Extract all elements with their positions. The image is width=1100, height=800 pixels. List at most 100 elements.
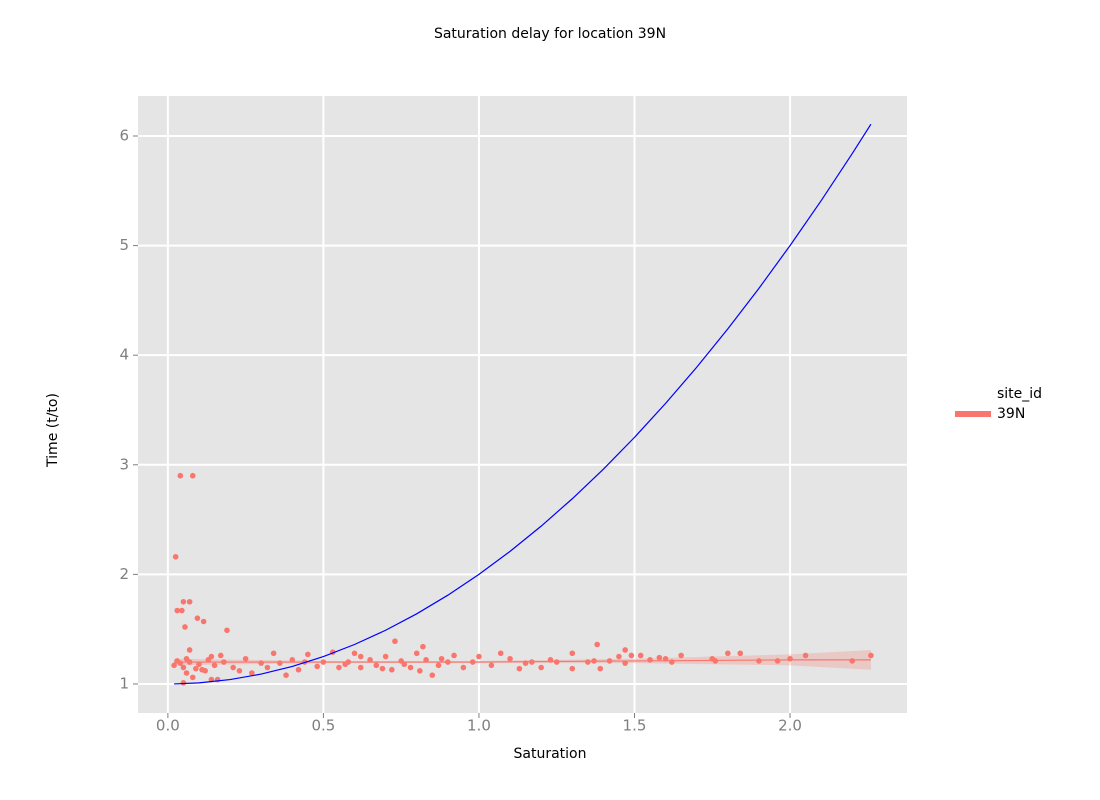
point bbox=[420, 643, 426, 650]
y-tick-label: 6 bbox=[119, 127, 129, 145]
point bbox=[314, 663, 320, 670]
point bbox=[295, 666, 302, 673]
point bbox=[622, 647, 628, 653]
point bbox=[802, 652, 809, 659]
point bbox=[367, 657, 373, 663]
point bbox=[305, 651, 311, 658]
point bbox=[242, 655, 249, 662]
smooth-line bbox=[174, 659, 871, 663]
point bbox=[597, 665, 604, 672]
point bbox=[435, 662, 442, 669]
point bbox=[357, 664, 364, 671]
point bbox=[171, 662, 177, 669]
point bbox=[177, 472, 184, 479]
point bbox=[413, 650, 420, 657]
point bbox=[264, 664, 271, 671]
point bbox=[230, 664, 236, 671]
x-tick-label: 2.0 bbox=[778, 717, 802, 735]
point bbox=[211, 662, 218, 669]
point bbox=[342, 661, 348, 668]
point bbox=[407, 664, 414, 671]
point bbox=[616, 653, 622, 660]
x-axis-label: Saturation bbox=[514, 746, 587, 762]
point bbox=[217, 652, 224, 659]
y-tick-label: 2 bbox=[119, 565, 129, 583]
curve bbox=[174, 123, 872, 685]
point bbox=[180, 664, 187, 671]
point bbox=[194, 615, 201, 622]
point bbox=[656, 654, 663, 661]
point bbox=[725, 650, 731, 657]
point bbox=[180, 598, 187, 605]
point bbox=[585, 659, 591, 665]
point bbox=[507, 655, 513, 662]
legend-title: site_id bbox=[997, 386, 1042, 402]
point bbox=[249, 670, 255, 676]
point bbox=[451, 652, 457, 659]
point bbox=[488, 662, 495, 669]
point bbox=[208, 653, 215, 660]
point bbox=[180, 680, 187, 686]
point bbox=[460, 664, 467, 671]
point bbox=[389, 666, 395, 673]
point bbox=[172, 554, 179, 560]
legend-label: 39N bbox=[997, 406, 1025, 422]
point bbox=[516, 665, 523, 672]
point bbox=[283, 672, 289, 678]
point bbox=[429, 672, 436, 678]
point bbox=[174, 607, 180, 614]
y-axis-label: Time (t/to) bbox=[45, 393, 61, 468]
point bbox=[336, 664, 342, 671]
point bbox=[189, 472, 196, 479]
point bbox=[199, 666, 205, 673]
x-tick-label: 0.0 bbox=[156, 717, 180, 735]
point bbox=[183, 655, 190, 662]
point bbox=[637, 652, 644, 659]
y-tick-label: 5 bbox=[119, 236, 129, 254]
point bbox=[594, 641, 600, 648]
point bbox=[678, 652, 684, 659]
point bbox=[373, 662, 380, 669]
point bbox=[270, 650, 277, 657]
chart-title: Saturation delay for location 39N bbox=[434, 26, 666, 42]
point bbox=[497, 650, 504, 657]
point bbox=[737, 650, 744, 657]
point bbox=[189, 674, 196, 681]
x-tick-label: 0.5 bbox=[311, 717, 335, 735]
point bbox=[183, 670, 190, 676]
point bbox=[438, 655, 445, 662]
point bbox=[224, 627, 230, 634]
point bbox=[569, 650, 576, 657]
y-tick-label: 4 bbox=[119, 346, 129, 364]
point bbox=[423, 657, 429, 663]
y-tick-label: 3 bbox=[119, 455, 129, 473]
point bbox=[401, 661, 408, 668]
panel bbox=[138, 96, 907, 713]
point bbox=[628, 652, 635, 659]
point bbox=[379, 665, 386, 672]
point bbox=[357, 653, 364, 660]
x-tick-label: 1.5 bbox=[623, 717, 647, 735]
legend-key bbox=[955, 411, 991, 417]
point bbox=[538, 664, 544, 671]
point bbox=[622, 660, 628, 666]
point bbox=[289, 657, 296, 663]
point bbox=[236, 668, 243, 674]
point bbox=[200, 618, 207, 625]
point bbox=[392, 638, 398, 645]
point bbox=[186, 647, 193, 653]
x-tick-label: 1.0 bbox=[467, 717, 491, 735]
point bbox=[868, 652, 874, 659]
point bbox=[182, 624, 188, 630]
point bbox=[186, 598, 193, 605]
point bbox=[193, 665, 199, 672]
point bbox=[476, 653, 482, 660]
point bbox=[417, 668, 423, 674]
y-tick-label: 1 bbox=[119, 674, 129, 692]
point bbox=[351, 650, 358, 657]
point bbox=[382, 653, 389, 660]
point bbox=[569, 665, 576, 672]
point bbox=[196, 661, 202, 668]
point bbox=[179, 607, 185, 614]
